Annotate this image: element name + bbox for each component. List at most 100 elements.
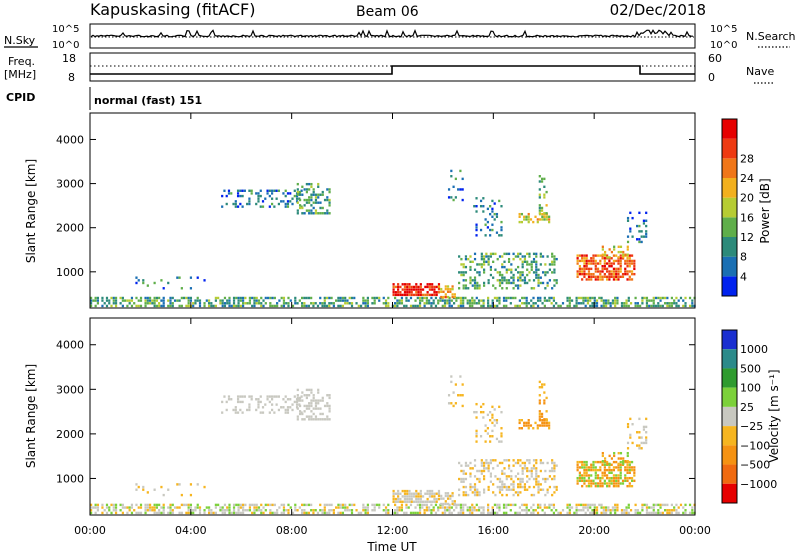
colorbar-cell xyxy=(722,330,737,350)
velocity-point xyxy=(498,485,502,489)
velocity-point xyxy=(464,493,468,497)
power-point xyxy=(312,190,315,194)
velocity-point xyxy=(521,472,524,475)
power-point xyxy=(476,284,479,287)
velocity-point xyxy=(454,402,457,405)
power-point xyxy=(469,255,472,258)
velocity-point xyxy=(399,497,402,501)
power-point xyxy=(645,235,648,238)
power-point xyxy=(498,296,501,300)
velocity-point xyxy=(633,471,636,474)
power-point xyxy=(459,299,463,302)
power-point xyxy=(180,287,183,290)
velocity-point xyxy=(114,509,118,512)
velocity-point xyxy=(346,509,349,512)
velocity-point xyxy=(287,503,290,507)
power-point xyxy=(326,188,329,191)
power-point xyxy=(440,287,443,291)
velocity-point xyxy=(605,511,608,515)
colorbar-cell xyxy=(722,406,737,427)
velocity-point xyxy=(487,461,490,465)
power-point xyxy=(242,302,245,305)
power-point xyxy=(475,205,478,208)
velocity-point xyxy=(303,511,306,515)
velocity-point xyxy=(553,464,556,467)
power-point xyxy=(114,304,118,308)
power-point xyxy=(214,304,217,308)
power-point xyxy=(614,296,617,300)
power-point xyxy=(192,302,195,305)
power-point xyxy=(223,296,227,300)
power-point xyxy=(581,257,584,260)
velocity-point xyxy=(462,506,465,509)
power-point xyxy=(636,238,639,241)
velocity-point xyxy=(286,398,290,401)
velocity-point xyxy=(501,488,504,491)
power-point xyxy=(178,276,181,279)
velocity-point xyxy=(460,480,463,483)
velocity-point xyxy=(538,415,541,418)
power-point xyxy=(317,193,320,196)
velocity-point xyxy=(428,492,431,495)
power-point xyxy=(270,189,274,192)
power-point xyxy=(482,260,486,263)
power-point xyxy=(489,265,493,269)
velocity-point xyxy=(382,509,385,512)
velocity-point xyxy=(469,461,472,465)
velocity-point xyxy=(495,437,499,441)
velocity-point xyxy=(308,418,311,421)
velocity-point xyxy=(548,421,551,425)
velocity-point xyxy=(482,416,485,419)
power-point xyxy=(223,302,227,305)
velocity-point xyxy=(101,506,104,509)
power-point xyxy=(666,302,669,305)
power-point xyxy=(295,192,299,195)
power-point xyxy=(630,262,634,265)
power-point xyxy=(500,220,503,224)
velocity-point xyxy=(387,503,390,507)
colorbar-tick-label: −25 xyxy=(740,420,763,433)
power-point xyxy=(169,296,172,300)
power-point xyxy=(169,304,172,308)
velocity-point xyxy=(387,511,390,515)
velocity-point xyxy=(350,511,354,515)
power-point xyxy=(271,296,274,300)
velocity-point xyxy=(473,509,476,512)
power-point xyxy=(496,271,499,274)
power-point xyxy=(626,245,629,248)
power-point xyxy=(464,265,468,269)
power-point xyxy=(403,283,407,286)
velocity-point xyxy=(447,394,451,397)
power-point xyxy=(317,182,320,186)
velocity-point xyxy=(638,436,641,439)
power-point xyxy=(629,302,633,305)
power-point xyxy=(392,288,395,291)
power-point xyxy=(280,296,283,300)
power-point xyxy=(400,299,404,302)
power-point xyxy=(629,230,632,233)
power-point xyxy=(203,304,206,308)
power-point xyxy=(223,304,227,308)
power-point xyxy=(421,296,424,300)
velocity-point xyxy=(594,468,597,472)
power-point xyxy=(489,228,492,232)
velocity-point xyxy=(519,459,522,462)
velocity-point xyxy=(135,488,138,491)
velocity-point xyxy=(500,435,503,438)
power-point xyxy=(677,304,680,308)
velocity-point xyxy=(424,492,427,495)
velocity-point xyxy=(426,489,429,493)
velocity-point xyxy=(314,402,318,405)
velocity-point xyxy=(296,407,299,410)
velocity-point xyxy=(589,511,592,515)
power-point xyxy=(308,196,311,199)
power-point xyxy=(510,263,513,266)
velocity-point xyxy=(493,503,497,507)
power-point xyxy=(493,212,496,216)
power-point xyxy=(325,296,329,300)
velocity-point xyxy=(462,509,465,512)
power-point xyxy=(246,302,249,305)
power-point xyxy=(431,288,434,291)
power-point xyxy=(171,304,174,308)
power-point xyxy=(453,302,456,305)
